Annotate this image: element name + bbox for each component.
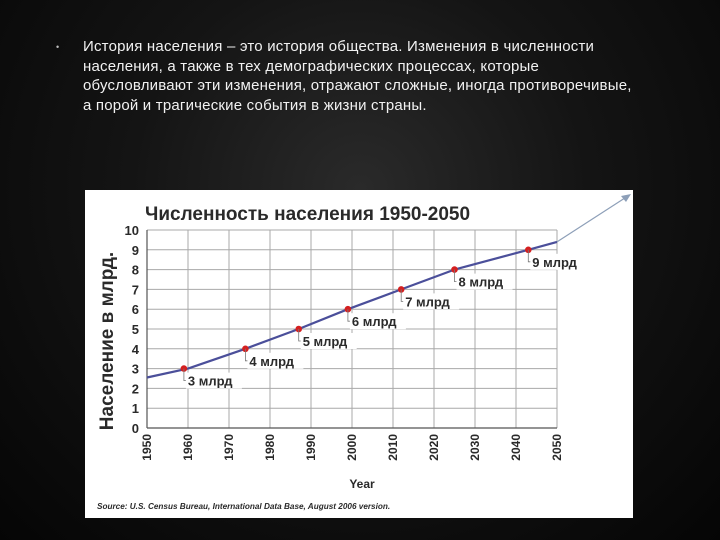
milestone-label-bg (349, 313, 406, 330)
x-tick-label: 1950 (140, 434, 154, 461)
y-tick-label: 7 (132, 282, 139, 297)
milestone-label: 6 млрд (352, 314, 397, 329)
chart-background (85, 190, 633, 518)
x-tick-label: 2020 (427, 434, 441, 461)
chart-title: Численность населения 1950-2050 (145, 204, 470, 225)
x-tick-label: 1960 (181, 434, 195, 461)
milestone-marker (451, 266, 458, 273)
y-tick-label: 4 (132, 342, 140, 357)
trend-arrow-line (556, 195, 629, 243)
y-tick-label: 3 (132, 362, 139, 377)
milestone-label-bg (300, 333, 357, 349)
x-tick-label: 2050 (550, 434, 564, 461)
x-tick-label: 2000 (345, 434, 359, 461)
milestone-label-bg (247, 352, 304, 369)
y-tick-label: 10 (125, 223, 139, 238)
milestone-label: 7 млрд (405, 294, 450, 309)
y-tick-label: 6 (132, 302, 139, 317)
x-tick-label: 1990 (304, 434, 318, 461)
milestone-label-bg (456, 273, 513, 290)
bullet-marker: • (56, 42, 60, 52)
milestone-label: 3 млрд (188, 374, 233, 389)
x-tick-label: 2030 (468, 434, 482, 461)
trend-arrow-head (621, 194, 631, 202)
y-tick-label: 5 (132, 322, 139, 337)
y-tick-label: 1 (132, 401, 139, 416)
y-tick-label: 8 (132, 263, 139, 278)
milestone-label: 4 млрд (249, 354, 294, 369)
milestone-layer: 3 млрд 4 млрд 5 млрд 6 млрд 7 млрд 8 млрд 9 мл… (180, 246, 587, 389)
x-tick-label: 2010 (386, 434, 400, 461)
milestone-label: 5 млрд (303, 334, 348, 349)
x-tick-label: 1970 (222, 434, 236, 461)
chart-svg: Численность населения 1950-2050 Населени… (85, 190, 633, 518)
milestone-label-bg (530, 253, 587, 270)
slide-text: История населения – это история общества… (83, 38, 632, 114)
x-tick-label: 1980 (263, 434, 277, 461)
y-axis-label: Население в млрд. (97, 252, 118, 430)
milestone-label-bg (403, 293, 460, 310)
y-tick-label: 2 (132, 381, 139, 396)
milestone-label: 9 млрд (532, 255, 577, 270)
source-note: Source: U.S. Census Bureau, Internationa… (97, 502, 390, 511)
milestone-label-bg (185, 372, 242, 389)
x-axis-label: Year (349, 477, 375, 491)
milestone-label: 8 млрд (459, 275, 504, 290)
axis-ticks: 0 1 2 3 4 5 6 7 8 9 10 1950 1960 1970 1980 1990 2000 2010… (125, 223, 564, 461)
milestone-marker (242, 345, 249, 353)
y-tick-label: 9 (132, 243, 139, 258)
y-tick-label: 0 (132, 421, 139, 436)
x-tick-label: 2040 (509, 434, 523, 461)
population-chart: Численность населения 1950-2050 Населени… (85, 190, 633, 518)
